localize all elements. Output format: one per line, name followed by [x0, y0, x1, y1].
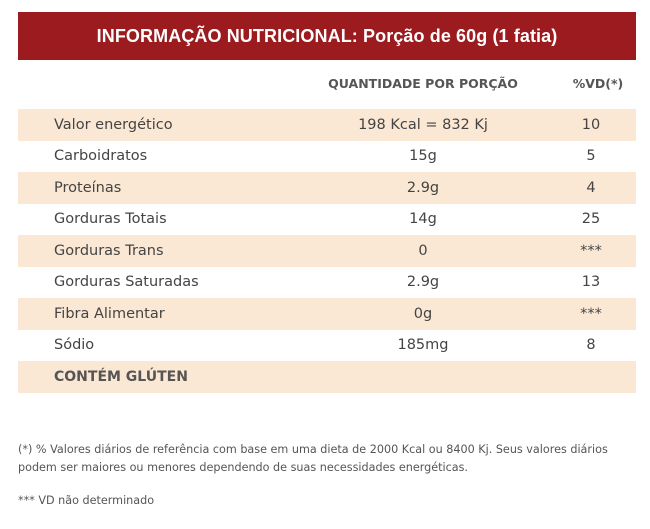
nutrient-quantity: 15g: [409, 148, 437, 165]
nutrient-name: Gorduras Trans: [54, 242, 164, 259]
nutrient-quantity: 2.9g: [406, 274, 440, 291]
gluten-row: CONTÉM GLÚTEN: [18, 361, 636, 393]
nutrient-quantity: 185mg: [397, 337, 449, 354]
nutrient-quantity: 0: [418, 242, 428, 259]
table-row: Gorduras Totais 14g 25: [18, 203, 636, 235]
nutrient-vd: 5: [586, 148, 596, 165]
table-row: Sódio 185mg 8: [18, 329, 636, 361]
nutrient-name: Sódio: [54, 337, 95, 354]
nutrient-vd: ***: [580, 305, 602, 322]
nutrient-vd: 25: [581, 211, 601, 228]
nutrient-quantity: 2.9g: [406, 179, 440, 196]
nutrient-vd: 8: [586, 337, 596, 354]
table-row: Fibra Alimentar 0g ***: [18, 298, 636, 330]
nutrient-vd: 4: [586, 179, 596, 196]
nutrient-name: Carboidratos: [54, 148, 148, 165]
nutrient-name: Fibra Alimentar: [54, 305, 165, 322]
table-row: Proteínas 2.9g 4: [18, 172, 636, 204]
nutrition-table: Valor energético 198 Kcal = 832 Kj 10 Ca…: [18, 109, 636, 393]
footnote-not-determined: *** VD não determinado: [18, 494, 155, 507]
column-header-vd: %VD(*): [572, 76, 624, 91]
table-row: Gorduras Saturadas 2.9g 13: [18, 266, 636, 298]
column-header-quantity: QUANTIDADE POR PORÇÃO: [328, 76, 518, 91]
nutrient-quantity: 14g: [409, 211, 437, 228]
nutrient-quantity: 0g: [413, 305, 433, 322]
gluten-note: CONTÉM GLÚTEN: [54, 368, 188, 385]
nutrient-name: Proteínas: [54, 179, 122, 196]
nutrient-name: Gorduras Saturadas: [54, 274, 199, 291]
table-row: Carboidratos 15g 5: [18, 140, 636, 172]
nutrient-vd: 10: [581, 116, 601, 133]
table-row: Gorduras Trans 0 ***: [18, 235, 636, 267]
nutrient-quantity: 198 Kcal = 832 Kj: [358, 116, 488, 133]
table-row: Valor energético 198 Kcal = 832 Kj 10: [18, 109, 636, 141]
nutrient-name: Gorduras Totais: [54, 211, 167, 228]
nutrient-vd: ***: [580, 242, 602, 259]
footnote-vd-reference: (*) % Valores diários de referência com …: [18, 443, 608, 474]
table-title: INFORMAÇÃO NUTRICIONAL: Porção de 60g (1…: [18, 12, 636, 60]
nutrient-name: Valor energético: [54, 116, 173, 133]
nutrient-vd: 13: [581, 274, 601, 291]
